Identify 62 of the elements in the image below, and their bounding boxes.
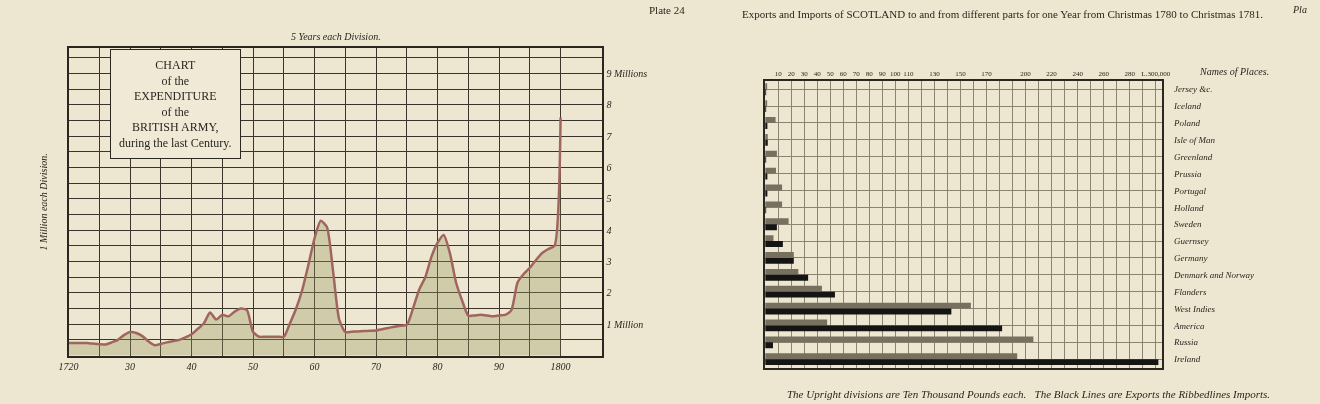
y-tick-label: Jersey &c. (1174, 84, 1213, 95)
chart-title: Exports and Imports of SCOTLAND to and from different parts for one Year from Christmas 1780 to Christmas 1781. (742, 8, 1264, 20)
text: 5 Years each Division. (291, 31, 381, 42)
text: Plate 24 (649, 4, 686, 16)
bar (765, 302, 971, 309)
bar (765, 167, 776, 174)
bar (765, 268, 799, 275)
bar (765, 342, 773, 349)
bar (765, 359, 1159, 366)
y-tick-label: 4 (606, 224, 612, 236)
y-tick-label: 3 (605, 256, 612, 268)
bar (765, 257, 794, 264)
bar (765, 336, 1034, 343)
bar (765, 218, 789, 225)
text: Pla (1292, 4, 1307, 15)
y-axis-title: 1 Million each Division. (37, 153, 49, 251)
y-tick-label: 5 (606, 193, 612, 205)
text: CHART of the EXPENDITURE of the BRITISH ARMY, during the last Century. (119, 58, 232, 150)
y-tick-label: Poland (1173, 118, 1201, 129)
y-tick-label: West Indies (1174, 303, 1216, 314)
x-tick-label: 40 (186, 360, 197, 372)
y-tick-label: 8 (606, 99, 612, 111)
bar (765, 241, 783, 247)
bar (765, 274, 809, 281)
y-axis-title: Names of Places. (1199, 66, 1270, 77)
x-tick-label: 60 (309, 360, 320, 372)
bar (765, 325, 1003, 332)
bar (765, 150, 777, 157)
y-tick-label: Ireland (1173, 354, 1201, 365)
x-tick-label: 90 (494, 360, 505, 372)
y-tick-label: 2 (606, 287, 612, 299)
text: The Upright divisions are Ten Thousand Pounds each. The Black Lines are Exports the Ribbedlines Imports. (787, 388, 1271, 400)
y-tick-label: Holland (1173, 202, 1205, 213)
y-tick-label: Sweden (1174, 219, 1203, 230)
y-tick-label: Greenland (1174, 151, 1213, 162)
x-tick-label: 30 (124, 360, 136, 372)
bar (765, 224, 777, 231)
bar (765, 353, 1018, 360)
y-tick-label: 9 Millions (606, 68, 648, 80)
y-tick-label: 1 Million (606, 318, 644, 330)
y-tick-label: Flanders (1173, 286, 1208, 297)
y-tick-label: 7 (606, 130, 613, 142)
bar (765, 117, 776, 123)
x-tick-label: 1800 (550, 360, 571, 372)
x-tick-label: 1720 (58, 360, 79, 372)
y-tick-label: Iceland (1173, 101, 1202, 112)
x-tick-label: 70 (371, 360, 382, 372)
x-tick-label: 50 (248, 360, 259, 372)
bar (765, 252, 794, 258)
y-tick-label: 6 (606, 162, 612, 174)
y-tick-label: America (1173, 320, 1206, 331)
y-tick-label: Russia (1173, 337, 1199, 348)
y-tick-label: Portugal (1173, 185, 1207, 196)
bar (765, 291, 835, 298)
y-tick-label: Isle of Man (1173, 135, 1216, 146)
y-tick-label: Prussia (1173, 168, 1203, 179)
y-tick-label: Guernsey (1174, 236, 1209, 247)
y-tick-label: Germany (1174, 253, 1208, 264)
bar (765, 201, 783, 208)
x-tick-label: 80 (432, 360, 443, 372)
y-tick-label: Denmark and Norway (1173, 269, 1255, 280)
bar (765, 285, 822, 292)
